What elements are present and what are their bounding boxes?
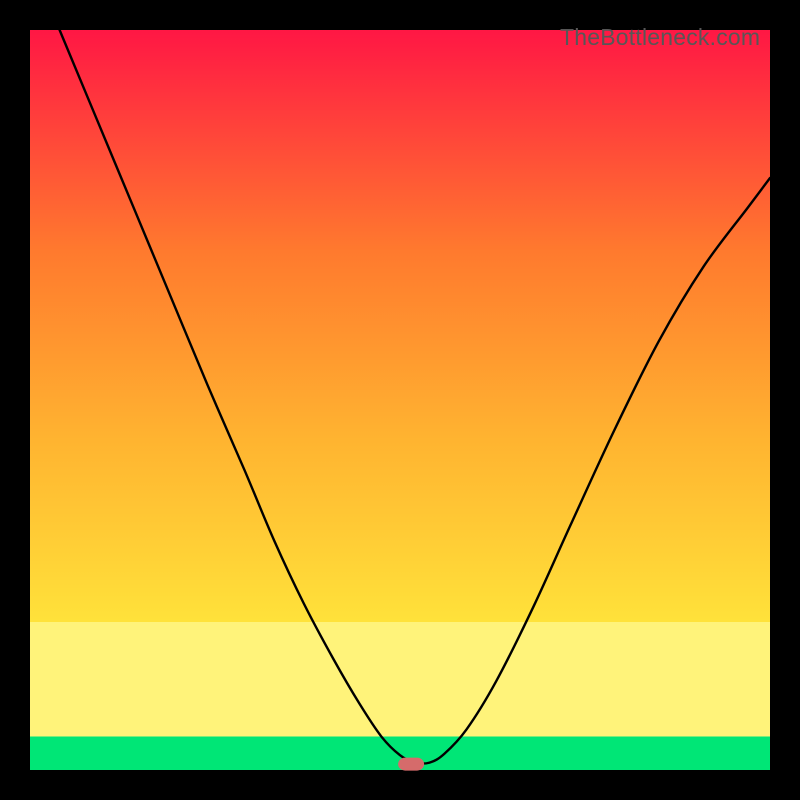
curve-path: [60, 30, 770, 764]
minimum-marker: [398, 758, 424, 771]
plot-area: [30, 30, 770, 770]
bottleneck-curve: [30, 30, 770, 770]
watermark-text: TheBottleneck.com: [560, 24, 760, 51]
